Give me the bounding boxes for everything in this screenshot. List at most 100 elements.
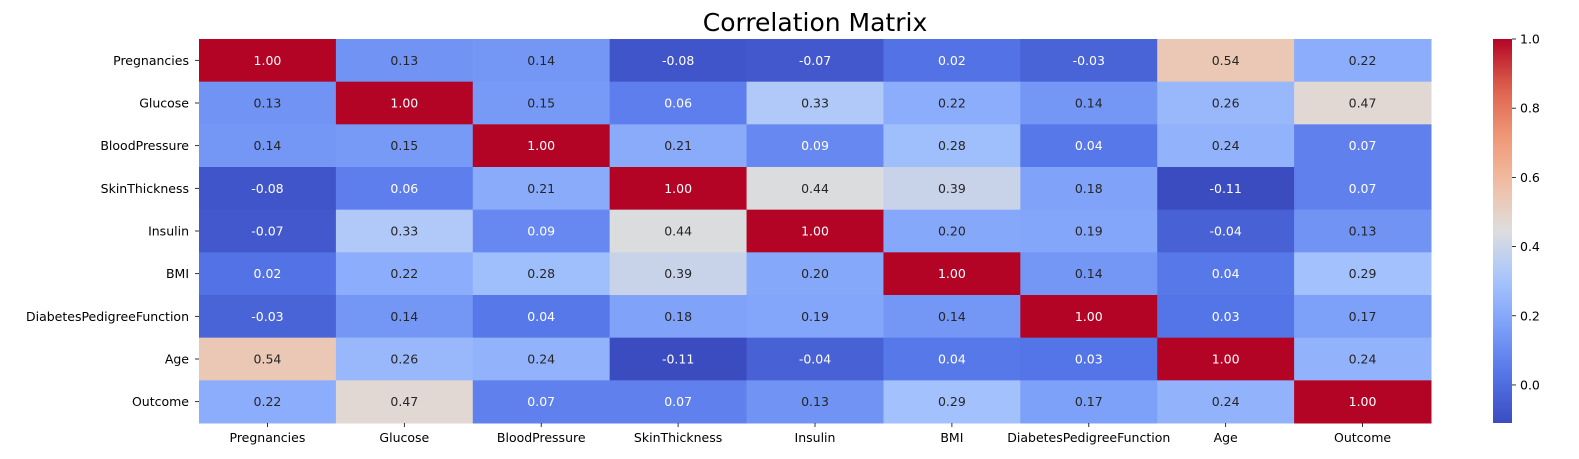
cell-value-label: 0.47	[1349, 96, 1377, 111]
heatmap-cell	[883, 337, 1021, 381]
heatmap-cell	[335, 252, 474, 296]
cell-value-label: 1.00	[938, 266, 966, 281]
cell-value-label: 0.07	[1349, 181, 1377, 196]
x-tick-label: BloodPressure	[497, 430, 586, 445]
heatmap-cell	[883, 167, 1021, 211]
heatmap-cell	[1020, 39, 1158, 83]
cell-value-label: 0.24	[1212, 394, 1240, 409]
colorbar-tick-label: 1.0	[1520, 32, 1540, 47]
cell-value-label: -0.04	[799, 352, 831, 367]
cell-value-label: 0.28	[938, 138, 966, 153]
heatmap-cell	[746, 337, 884, 381]
heatmap-cell	[883, 295, 1021, 339]
heatmap-cell	[609, 124, 748, 168]
cell-value-label: -0.11	[1209, 181, 1241, 196]
heatmap-cell	[472, 380, 611, 424]
heatmap-cell	[746, 124, 884, 168]
cell-value-label: 1.00	[1075, 309, 1103, 324]
heatmap-cell	[1020, 380, 1158, 424]
colorbar-tick-label: 0.2	[1520, 308, 1540, 323]
heatmap-cell	[1157, 209, 1295, 253]
cell-value-label: 0.22	[390, 266, 418, 281]
cell-value-label: -0.11	[662, 352, 694, 367]
heatmap-cell	[883, 81, 1021, 125]
heatmap-cell	[609, 209, 748, 253]
heatmap-cell	[472, 81, 611, 125]
x-tick-label: SkinThickness	[634, 430, 722, 445]
cell-value-label: 0.13	[390, 53, 418, 68]
heatmap-cell	[609, 295, 748, 339]
heatmap-cell	[199, 295, 337, 339]
colorbar-tick-label: 0.8	[1520, 101, 1540, 116]
cell-value-label: 0.26	[390, 352, 418, 367]
cell-value-label: 0.07	[1349, 138, 1377, 153]
cell-value-label: 0.54	[254, 352, 282, 367]
heatmap-cell	[472, 209, 611, 253]
heatmap-cell	[609, 380, 748, 424]
heatmap-cell	[1294, 39, 1432, 83]
heatmap-cell	[1157, 337, 1295, 381]
cell-value-label: 0.33	[390, 224, 418, 239]
cell-value-label: 0.03	[1212, 309, 1240, 324]
heatmap-cell	[199, 380, 337, 424]
cell-value-label: 0.20	[938, 224, 966, 239]
x-tick-label: Insulin	[795, 430, 836, 445]
heatmap-cell	[1294, 337, 1432, 381]
cell-value-label: 1.00	[390, 96, 418, 111]
y-tick-label: BMI	[166, 266, 189, 281]
cell-value-label: 0.09	[801, 138, 829, 153]
cell-value-label: 0.24	[1212, 138, 1240, 153]
chart-title: Correlation Matrix	[703, 8, 928, 37]
cell-value-label: 0.13	[1349, 224, 1377, 239]
colorbar-tick-label: 0.6	[1520, 170, 1540, 185]
colorbar-tick-label: 0.0	[1520, 377, 1540, 392]
cell-value-label: 0.18	[664, 309, 692, 324]
cell-value-label: 1.00	[664, 181, 692, 196]
x-tick-label: BMI	[940, 430, 963, 445]
cell-value-label: 0.04	[938, 352, 966, 367]
cell-value-label: 0.13	[254, 96, 282, 111]
cell-value-label: 0.19	[801, 309, 829, 324]
heatmap-cell	[1020, 337, 1158, 381]
y-tick-label: BloodPressure	[100, 138, 189, 153]
cell-value-label: 0.06	[664, 96, 692, 111]
cell-value-label: 0.44	[664, 224, 692, 239]
heatmap-cell	[1157, 167, 1295, 211]
cell-value-label: 0.44	[801, 181, 829, 196]
cell-value-label: 1.00	[254, 53, 282, 68]
colorbar: 0.0 0.2 0.4 0.6 0.8 1.0	[1493, 32, 1540, 423]
cell-value-label: -0.08	[662, 53, 694, 68]
heatmap-cell	[1294, 124, 1432, 168]
cell-value-label: -0.08	[251, 181, 283, 196]
heatmap-cell	[1157, 81, 1295, 125]
cell-value-label: 0.18	[1075, 181, 1103, 196]
cell-value-label: 1.00	[801, 224, 829, 239]
heatmap-cell	[335, 167, 474, 211]
heatmap-cell	[1020, 167, 1158, 211]
cell-value-label: 0.14	[1075, 96, 1103, 111]
heatmap-cell	[883, 209, 1021, 253]
heatmap-cell	[199, 209, 337, 253]
x-tick-label: Glucose	[379, 430, 429, 445]
x-tick-label: DiabetesPedigreeFunction	[1007, 430, 1170, 445]
cell-value-label: 0.17	[1349, 309, 1377, 324]
cell-value-label: -0.03	[1073, 53, 1105, 68]
heatmap-cell	[1157, 39, 1295, 83]
heatmap-cell	[1157, 124, 1295, 168]
heatmap-cell	[883, 252, 1021, 296]
cell-value-label: 1.00	[527, 138, 555, 153]
heatmap-cell	[199, 39, 337, 83]
cell-value-label: 0.15	[527, 96, 555, 111]
heatmap-cell	[1020, 252, 1158, 296]
heatmap-cell	[335, 209, 474, 253]
cell-value-label: 0.39	[664, 266, 692, 281]
heatmap-cell	[335, 124, 474, 168]
cell-value-label: 0.06	[390, 181, 418, 196]
heatmap-cell	[1020, 124, 1158, 168]
heatmap-cell	[472, 124, 611, 168]
cell-value-label: 0.07	[664, 394, 692, 409]
heatmap-cell	[199, 337, 337, 381]
heatmap-cell	[335, 337, 474, 381]
heatmap-cell	[746, 81, 884, 125]
cell-value-label: 0.15	[390, 138, 418, 153]
